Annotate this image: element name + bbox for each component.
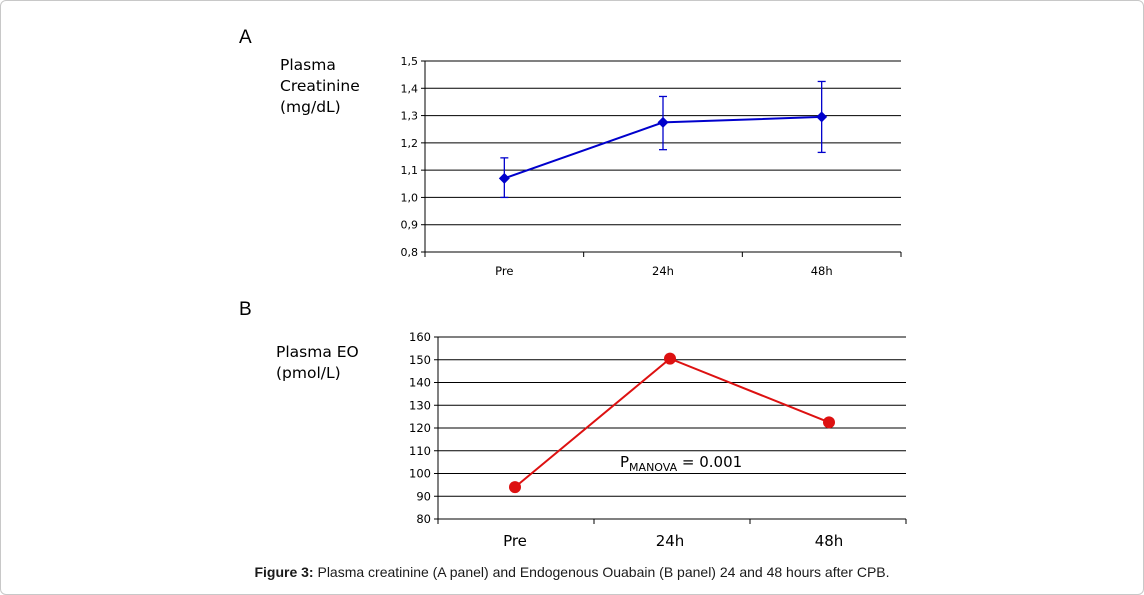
panel-b-letter: B — [239, 299, 252, 320]
panel-a-ylabel-line-1: Plasma — [280, 56, 336, 74]
y-tick-label: 160 — [409, 330, 431, 344]
panel-b-y-tick-labels: 80 90 100 110 120 130 140 150 160 — [409, 330, 431, 526]
panel-b-axes — [434, 336, 907, 524]
panel-a-letter: A — [239, 27, 252, 48]
y-tick-label: 130 — [409, 398, 431, 412]
panel-a-error-bars — [500, 80, 826, 199]
figure-caption: Figure 3: Plasma creatinine (A panel) an… — [0, 564, 1144, 580]
caption-label: Figure 3: — [254, 564, 314, 580]
y-tick-label: 1,1 — [401, 164, 419, 177]
y-tick-label: 1,0 — [401, 191, 419, 204]
x-tick-label: Pre — [495, 264, 513, 278]
panel-a-axes — [421, 60, 902, 257]
y-tick-label: 150 — [409, 353, 431, 367]
y-tick-label: 1,5 — [401, 55, 419, 68]
y-tick-label: 1,3 — [401, 110, 419, 123]
x-tick-label: Pre — [503, 532, 527, 550]
y-tick-label: 1,4 — [401, 82, 419, 95]
panel-a-ylabel-line-3: (mg/dL) — [280, 98, 341, 116]
panel-a-y-tick-labels: 0,8 0,9 1,0 1,1 1,2 1,3 1,4 1,5 — [401, 55, 419, 259]
panel-a-ylabel-line-2: Creatinine — [280, 77, 360, 95]
data-point-circle — [664, 352, 676, 365]
panel-a-chart: A Plasma Creatinine (mg/dL) 0,8 0,9 1,0 1,1… — [239, 27, 902, 278]
y-tick-label: 0,9 — [401, 219, 419, 232]
y-tick-label: 90 — [416, 489, 431, 503]
y-tick-label: 80 — [416, 512, 431, 526]
panel-b-ylabel-line-2: (pmol/L) — [276, 364, 341, 382]
y-tick-label: 1,2 — [401, 137, 419, 150]
y-tick-label: 140 — [409, 376, 431, 390]
panel-b-chart: B Plasma EO (pmol/L) 80 90 100 110 120 130 140… — [239, 299, 907, 550]
x-tick-label: 24h — [656, 532, 685, 550]
data-point-diamond — [816, 111, 828, 123]
data-point-diamond — [498, 172, 510, 184]
panel-b-markers — [509, 352, 835, 494]
panel-b-x-tick-labels: Pre 24h 48h — [503, 532, 843, 550]
panel-b-ylabel-line-1: Plasma EO — [276, 343, 359, 361]
caption-text: Plasma creatinine (A panel) and Endogeno… — [317, 564, 890, 580]
data-point-diamond — [657, 116, 669, 128]
x-tick-label: 48h — [815, 532, 844, 550]
y-tick-label: 110 — [409, 444, 431, 458]
x-tick-label: 24h — [652, 264, 674, 278]
data-point-circle — [823, 416, 835, 429]
y-tick-label: 100 — [409, 467, 431, 481]
y-tick-label: 0,8 — [401, 246, 419, 259]
y-tick-label: 120 — [409, 421, 431, 435]
x-tick-label: 48h — [811, 264, 833, 278]
panel-a-markers — [498, 111, 828, 184]
data-point-circle — [509, 481, 521, 494]
panel-a-x-tick-labels: Pre 24h 48h — [495, 264, 832, 278]
annotation-subscript: MANOVA — [629, 461, 678, 474]
annotation-p: P — [620, 453, 629, 471]
annotation-value: = 0.001 — [677, 453, 742, 471]
panel-b-manova-annotation: PMANOVA = 0.001 — [620, 453, 742, 474]
